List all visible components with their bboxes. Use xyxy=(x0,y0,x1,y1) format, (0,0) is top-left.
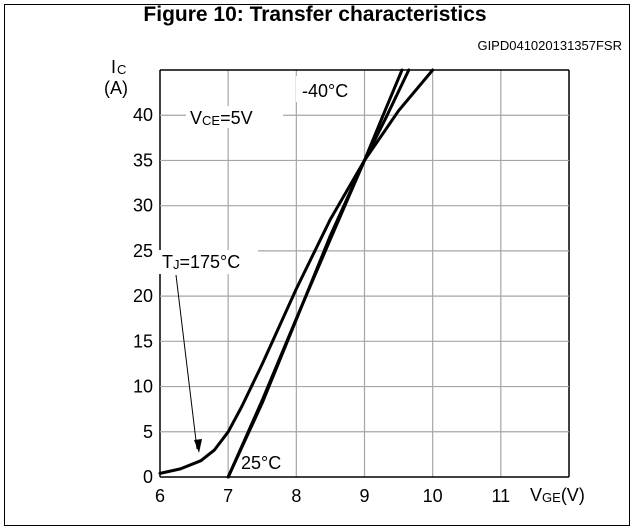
x-tick-label: 9 xyxy=(359,486,369,506)
x-tick-label: 11 xyxy=(491,486,510,506)
tj175-label-bg xyxy=(158,250,258,274)
series-line-2 xyxy=(226,68,411,479)
tj175-arrow-line xyxy=(175,274,198,450)
y-tick-label: 10 xyxy=(133,377,153,397)
condition-label: VCE=5V xyxy=(190,108,253,128)
y-tick-label: 40 xyxy=(133,105,153,125)
minus40-label-bg xyxy=(296,76,362,102)
y-axis-unit: (A) xyxy=(104,78,128,98)
figure-title: Figure 10: Transfer characteristics xyxy=(143,3,487,26)
x-tick-label: 7 xyxy=(223,486,233,506)
x-tick-label: 6 xyxy=(155,486,165,506)
x-axis-label: VGE(V) xyxy=(530,485,585,505)
y-tick-label: 5 xyxy=(143,422,153,442)
y-tick-label: 0 xyxy=(143,467,153,487)
minus40-label: -40°C xyxy=(302,81,348,101)
condition-label-bg xyxy=(186,106,283,128)
y-tick-label: 35 xyxy=(133,150,153,170)
y-tick-label: 15 xyxy=(133,331,153,351)
y-tick-label: 30 xyxy=(133,196,153,216)
25c-label: 25°C xyxy=(241,453,281,473)
y-tick-label: 25 xyxy=(133,241,153,261)
y-axis-label: IC xyxy=(111,57,126,77)
y-tick-label: 20 xyxy=(133,286,153,306)
tj175-label: TJ=175°C xyxy=(162,252,240,272)
x-tick-label: 8 xyxy=(291,486,301,506)
x-tick-label: 10 xyxy=(423,486,443,506)
figure-code: GIPD041020131357FSR xyxy=(477,38,622,53)
tj175-arrow-head xyxy=(194,439,202,453)
